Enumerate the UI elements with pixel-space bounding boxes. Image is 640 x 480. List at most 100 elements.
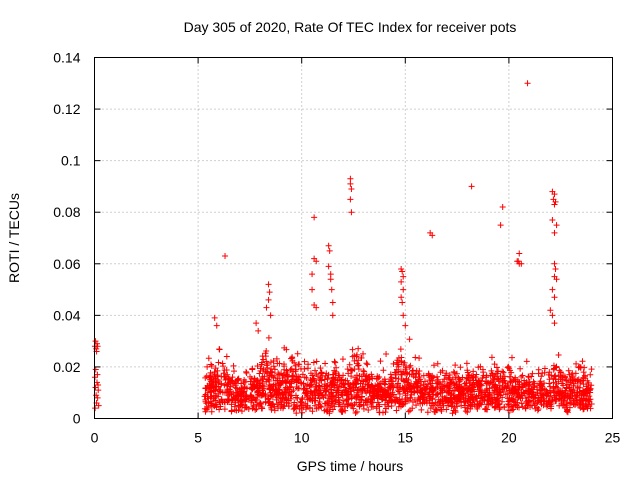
data-point — [416, 355, 423, 362]
data-point — [508, 369, 515, 376]
data-point — [466, 382, 473, 389]
data-point — [223, 367, 230, 374]
data-point — [249, 381, 256, 388]
data-point — [328, 286, 335, 293]
data-point — [563, 385, 570, 392]
data-point — [418, 387, 425, 394]
data-point — [328, 386, 335, 393]
data-point — [515, 387, 522, 394]
data-point — [293, 384, 300, 391]
data-point — [572, 378, 579, 385]
data-point — [502, 391, 509, 398]
data-point — [434, 360, 441, 367]
data-point — [325, 263, 332, 270]
data-point — [516, 250, 523, 257]
data-point — [312, 392, 319, 399]
data-point — [342, 387, 349, 394]
data-point — [460, 395, 467, 402]
data-point — [238, 408, 245, 415]
data-point — [473, 379, 480, 386]
data-point — [95, 402, 102, 409]
data-point — [307, 382, 314, 389]
data-point — [339, 356, 346, 363]
data-point — [453, 370, 460, 377]
data-point — [318, 404, 325, 411]
data-point — [248, 375, 255, 382]
data-point — [408, 380, 415, 387]
data-point — [588, 401, 595, 408]
data-point — [338, 408, 345, 415]
data-point — [434, 378, 441, 385]
data-point — [316, 395, 323, 402]
data-point — [253, 405, 260, 412]
data-point — [447, 379, 454, 386]
data-point — [360, 350, 367, 357]
data-point — [451, 370, 458, 377]
data-point — [491, 404, 498, 411]
data-point — [449, 376, 456, 383]
data-point — [311, 402, 318, 409]
data-point — [403, 369, 410, 376]
data-point — [563, 408, 570, 415]
data-point — [294, 350, 301, 357]
data-point — [315, 382, 322, 389]
data-point — [405, 377, 412, 384]
data-point — [330, 371, 337, 378]
data-point — [575, 376, 582, 383]
y-tick-labels: 0 0.02 0.04 0.06 0.08 0.1 0.12 0.14 — [53, 50, 80, 427]
data-point — [552, 265, 559, 272]
data-point — [567, 387, 574, 394]
data-point — [571, 389, 578, 396]
data-point — [529, 370, 536, 377]
data-point — [388, 397, 395, 404]
data-point — [552, 392, 559, 399]
data-point — [277, 381, 284, 388]
data-point — [406, 386, 413, 393]
data-point — [300, 380, 307, 387]
data-point — [539, 370, 546, 377]
data-point — [211, 403, 218, 410]
data-point — [488, 354, 495, 361]
y-tick-label: 0.06 — [53, 256, 80, 272]
data-point — [350, 384, 357, 391]
data-point — [551, 229, 558, 236]
data-point — [362, 399, 369, 406]
data-point — [219, 360, 226, 367]
data-point — [400, 385, 407, 392]
data-point — [368, 371, 375, 378]
data-point — [585, 379, 592, 386]
data-point — [249, 365, 256, 372]
data-point — [426, 399, 433, 406]
data-point — [284, 368, 291, 375]
data-point — [342, 377, 349, 384]
data-point — [302, 389, 309, 396]
data-point — [450, 407, 457, 414]
data-point — [392, 394, 399, 401]
data-point — [413, 383, 420, 390]
data-point — [510, 398, 517, 405]
data-point — [355, 362, 362, 369]
data-point — [296, 361, 303, 368]
data-point — [285, 373, 292, 380]
data-point — [419, 394, 426, 401]
data-point — [439, 378, 446, 385]
data-point — [413, 380, 420, 386]
data-point — [475, 392, 482, 399]
data-point — [458, 402, 465, 409]
data-point — [451, 381, 458, 388]
data-point — [351, 357, 358, 364]
data-point — [208, 361, 215, 368]
data-point — [233, 407, 240, 414]
data-point — [293, 379, 300, 386]
data-point — [426, 374, 433, 381]
data-point — [259, 389, 266, 396]
data-point — [580, 381, 587, 388]
y-tick-label: 0 — [73, 411, 81, 427]
data-point — [313, 405, 320, 412]
data-point — [532, 395, 539, 402]
y-tick-label: 0.04 — [53, 307, 80, 323]
data-point — [389, 381, 396, 388]
data-point — [514, 404, 521, 411]
data-point — [506, 365, 513, 372]
data-point — [532, 400, 539, 407]
